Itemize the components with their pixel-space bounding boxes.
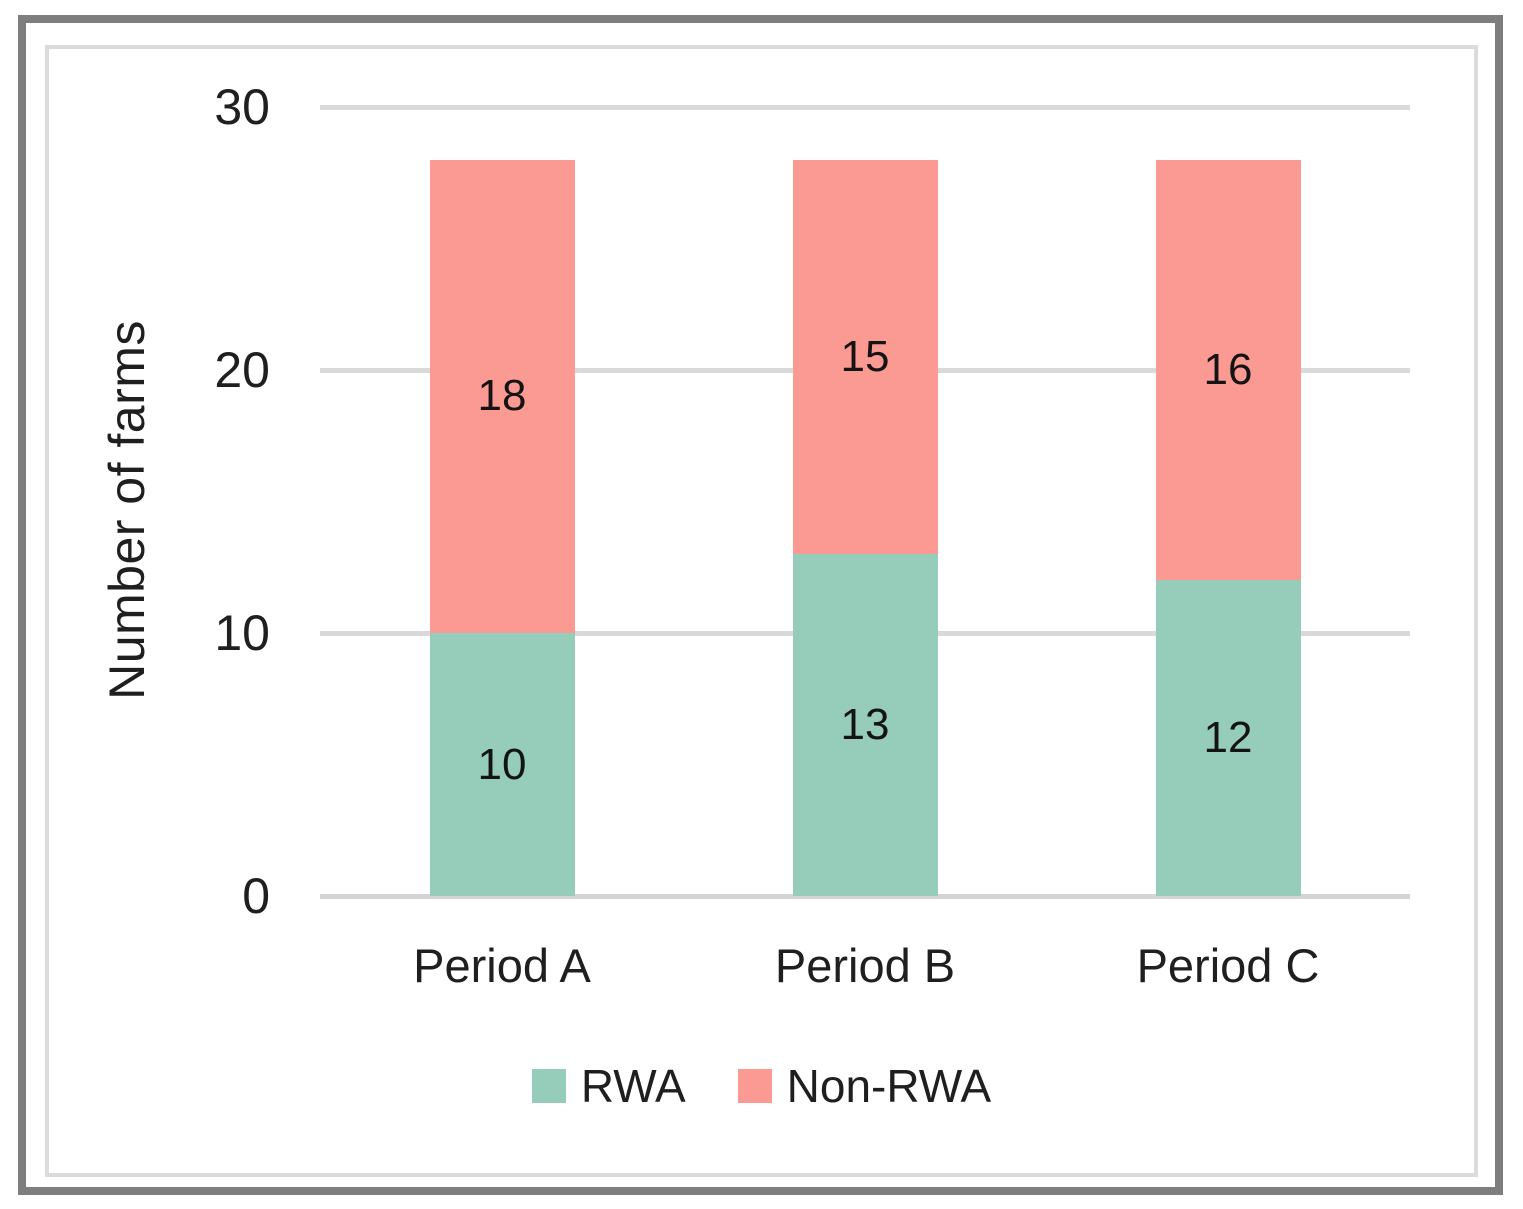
bar-segment-rwa-period-c (1155, 580, 1301, 896)
y-tick-label-20: 20 (214, 342, 270, 398)
x-axis-line (320, 893, 1410, 899)
gridline-30 (320, 104, 1410, 110)
bar-segment-rwa-period-b (792, 554, 938, 896)
data-label-rwa-period-b: 13 (840, 700, 890, 750)
legend-label-rwa: RWA (580, 1060, 686, 1112)
bar-segment-non-rwa-period-c (1155, 159, 1301, 581)
legend-item-non-rwa: Non-RWA (737, 1058, 992, 1114)
bar-segment-non-rwa-period-b (792, 159, 938, 555)
data-label-non-rwa-period-a: 18 (477, 371, 527, 421)
y-axis-title: Number of farms (99, 320, 155, 700)
x-axis-label-period-c: Period C (1136, 939, 1320, 992)
data-label-rwa-period-a: 10 (477, 739, 527, 789)
legend-swatch-non-rwa (737, 1069, 772, 1103)
legend-swatch-rwa (531, 1069, 566, 1103)
data-label-rwa-period-c: 12 (1203, 713, 1253, 763)
data-label-non-rwa-period-c: 16 (1203, 345, 1253, 394)
y-tick-label-30: 30 (214, 79, 270, 135)
chart-legend: RWA Non-RWA (45, 1058, 1478, 1114)
y-tick-label-0: 0 (242, 868, 270, 924)
bar-segment-non-rwa-period-a (429, 159, 575, 633)
y-tick-label-10: 10 (214, 605, 270, 661)
legend-label-non-rwa: Non-RWA (786, 1060, 992, 1112)
bar-segment-rwa-period-a (429, 633, 575, 896)
legend-item-rwa: RWA (531, 1058, 686, 1114)
data-label-non-rwa-period-b: 15 (840, 331, 890, 381)
x-axis-label-period-a: Period A (413, 939, 591, 992)
x-axis-label-period-b: Period B (774, 939, 956, 992)
